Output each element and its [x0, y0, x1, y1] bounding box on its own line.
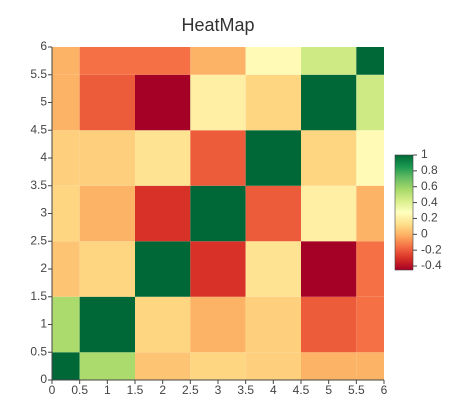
chart-title: HeatMap — [181, 15, 254, 35]
x-tick-label: 3 — [215, 383, 222, 397]
heatmap-cell — [52, 130, 80, 186]
heatmap-cell — [301, 185, 357, 242]
x-tick-label: 2.5 — [182, 383, 199, 397]
x-tick-label: 0.5 — [71, 383, 88, 397]
heatmap-cell — [356, 185, 384, 242]
x-tick-label: 5.5 — [348, 383, 365, 397]
heatmap-cell — [135, 296, 191, 353]
heatmap-cells — [52, 47, 384, 380]
heatmap-cell — [190, 296, 246, 353]
heatmap-cell — [301, 130, 357, 186]
x-tick-label: 1 — [104, 383, 111, 397]
heatmap-cell — [301, 296, 357, 353]
y-tick-label: 5 — [40, 95, 47, 109]
colorbar-tick-label: 0.4 — [421, 195, 438, 209]
heatmap-cell — [52, 352, 80, 380]
heatmap-cell — [135, 130, 191, 186]
x-tick-label: 0 — [49, 383, 56, 397]
heatmap-cell — [190, 74, 246, 131]
heatmap-cell — [79, 185, 135, 242]
heatmap-cell — [245, 130, 301, 186]
heatmap-cell — [301, 352, 357, 380]
heatmap-cell — [356, 130, 384, 186]
x-tick-label: 3.5 — [237, 383, 254, 397]
heatmap-cell — [190, 185, 246, 242]
heatmap-cell — [52, 74, 80, 131]
heatmap-cell — [356, 296, 384, 353]
heatmap-cell — [190, 352, 246, 380]
colorbar-tick-label: -0.2 — [421, 242, 442, 256]
heatmap-cell — [301, 74, 357, 131]
y-tick-label: 6 — [40, 39, 47, 53]
heatmap-cell — [135, 185, 191, 242]
heatmap-cell — [135, 74, 191, 131]
colorbar-tick-label: 0.2 — [421, 211, 438, 225]
y-tick-label: 4 — [40, 150, 47, 164]
heatmap-cell — [135, 241, 191, 297]
heatmap-cell — [135, 47, 191, 75]
colorbar-tick-label: 0 — [421, 226, 428, 240]
x-tick-label: 4.5 — [293, 383, 310, 397]
x-tick-label: 1.5 — [127, 383, 144, 397]
heatmap-cell — [135, 352, 191, 380]
heatmap-cell — [245, 241, 301, 297]
heatmap-cell — [356, 74, 384, 131]
heatmap-cell — [356, 241, 384, 297]
heatmap-cell — [301, 241, 357, 297]
heatmap-cell — [190, 241, 246, 297]
y-tick-label: 0 — [40, 372, 47, 386]
heatmap-cell — [356, 47, 384, 75]
heatmap-cell — [245, 47, 301, 75]
heatmap-cell — [79, 74, 135, 131]
colorbar-tick-label: 0.6 — [421, 179, 438, 193]
heatmap-cell — [79, 352, 135, 380]
x-tick-label: 4 — [270, 383, 277, 397]
y-tick-label: 5.5 — [30, 67, 47, 81]
y-tick-label: 3.5 — [30, 178, 47, 192]
colorbar-tick-label: -0.4 — [421, 258, 442, 272]
heatmap-cell — [245, 352, 301, 380]
y-tick-label: 1 — [40, 317, 47, 331]
heatmap-cell — [245, 74, 301, 131]
colorbar-tick-label: 0.8 — [421, 163, 438, 177]
x-tick-label: 5 — [325, 383, 332, 397]
heatmap-cell — [52, 185, 80, 242]
colorbar-tick-label: 1 — [421, 147, 428, 161]
heatmap-cell — [356, 352, 384, 380]
heatmap-cell — [79, 241, 135, 297]
heatmap-cell — [52, 47, 80, 75]
heatmap-cell — [52, 241, 80, 297]
heatmap-cell — [245, 185, 301, 242]
heatmap-cell — [301, 47, 357, 75]
y-tick-label: 1.5 — [30, 289, 47, 303]
heatmap-cell — [79, 130, 135, 186]
y-tick-label: 0.5 — [30, 344, 47, 358]
heatmap-cell — [245, 296, 301, 353]
x-tick-label: 6 — [381, 383, 388, 397]
heatmap-cell — [190, 47, 246, 75]
heatmap-cell — [190, 130, 246, 186]
x-tick-label: 2 — [159, 383, 166, 397]
y-tick-label: 2.5 — [30, 233, 47, 247]
y-tick-label: 3 — [40, 206, 47, 220]
heatmap-cell — [79, 296, 135, 353]
colorbar — [394, 154, 414, 271]
heatmap-cell — [79, 47, 135, 75]
y-tick-label: 2 — [40, 261, 47, 275]
heatmap-cell — [52, 296, 80, 353]
y-tick-label: 4.5 — [30, 122, 47, 136]
